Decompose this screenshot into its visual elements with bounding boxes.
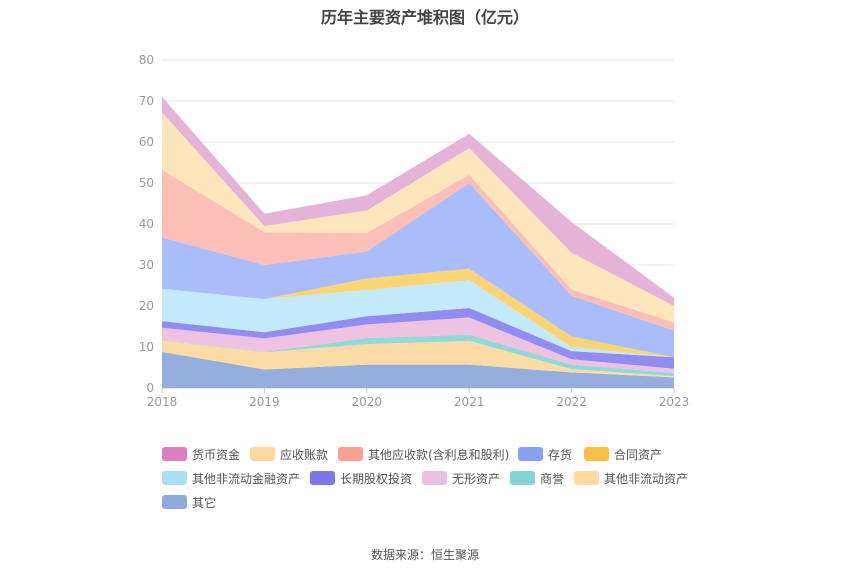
legend-item[interactable]: 存货 [518, 446, 572, 462]
y-tick-label: 70 [139, 94, 154, 108]
y-tick-label: 40 [139, 217, 154, 231]
y-tick-label: 80 [139, 53, 154, 67]
legend-item[interactable]: 其他非流动资产 [574, 470, 688, 486]
legend-swatch [338, 447, 363, 461]
x-tick-label: 2020 [352, 395, 383, 409]
legend-label: 存货 [548, 447, 573, 462]
x-tick-label: 2018 [147, 395, 178, 409]
legend-swatch [162, 447, 187, 461]
chart-title: 历年主要资产堆积图（亿元） [320, 8, 529, 27]
area-series: 其他非流动资产 [162, 340, 674, 378]
y-tick-label: 0 [146, 381, 154, 395]
area-series: 其他非流动金融资产 [162, 280, 674, 358]
legend-item[interactable]: 商誉 [510, 470, 564, 486]
legend-swatch [574, 471, 599, 485]
legend-item[interactable]: 合同资产 [584, 446, 662, 462]
y-tick-label: 60 [139, 135, 154, 149]
legend-item[interactable]: 其他应收款(含利息和股利) [338, 446, 509, 462]
legend-swatch [422, 471, 447, 485]
legend-label: 长期股权投资 [340, 471, 413, 486]
legend-label: 其他非流动资产 [604, 471, 689, 486]
legend-swatch [518, 447, 543, 461]
legend-label: 应收账款 [280, 447, 329, 462]
data-source-note: 数据来源：恒生聚源 [370, 548, 479, 562]
area-series: 商誉 [162, 334, 674, 377]
x-tick-label: 2023 [659, 395, 690, 409]
legend-label: 货币资金 [192, 447, 241, 462]
legend-label: 合同资产 [614, 447, 663, 462]
legend-item[interactable]: 其它 [162, 494, 216, 510]
area-series: 存货 [162, 183, 674, 358]
legend-swatch [510, 471, 535, 485]
area-series: 应收账款 [162, 112, 674, 323]
legend-item[interactable]: 长期股权投资 [310, 470, 412, 486]
area-series: 合同资产 [162, 268, 674, 358]
legend-item[interactable]: 货币资金 [162, 446, 240, 462]
legend-label: 其他应收款(含利息和股利) [368, 447, 510, 462]
legend-swatch [250, 447, 275, 461]
legend-swatch [162, 495, 187, 509]
y-tick-label: 10 [139, 340, 154, 354]
legend-swatch [162, 471, 187, 485]
area-series: 其他应收款(含利息和股利) [162, 169, 674, 331]
legend-label: 商誉 [540, 471, 565, 486]
area-series: 其它 [162, 351, 674, 388]
x-tick-label: 2019 [249, 395, 280, 409]
legend-item[interactable]: 应收账款 [250, 446, 328, 462]
y-tick-label: 20 [139, 299, 154, 313]
legend-item[interactable]: 其他非流动金融资产 [162, 470, 300, 486]
y-tick-label: 30 [139, 258, 154, 272]
area-series: 长期股权投资 [162, 308, 674, 369]
legend-label: 无形资产 [452, 471, 501, 486]
legend-item[interactable]: 无形资产 [422, 470, 500, 486]
legend-swatch [310, 471, 335, 485]
legend-label: 其它 [192, 495, 217, 510]
area-series: 无形资产 [162, 317, 674, 373]
legend-label: 其他非流动金融资产 [192, 471, 301, 486]
stacked-area-chart: 0 10 20 30 40 50 60 70 80 2018 2019 2020 2021 2022 202… [139, 53, 690, 409]
legend-swatch [584, 447, 609, 461]
y-tick-label: 50 [139, 176, 154, 190]
x-tick-label: 2021 [454, 395, 485, 409]
x-tick-label: 2022 [556, 395, 587, 409]
